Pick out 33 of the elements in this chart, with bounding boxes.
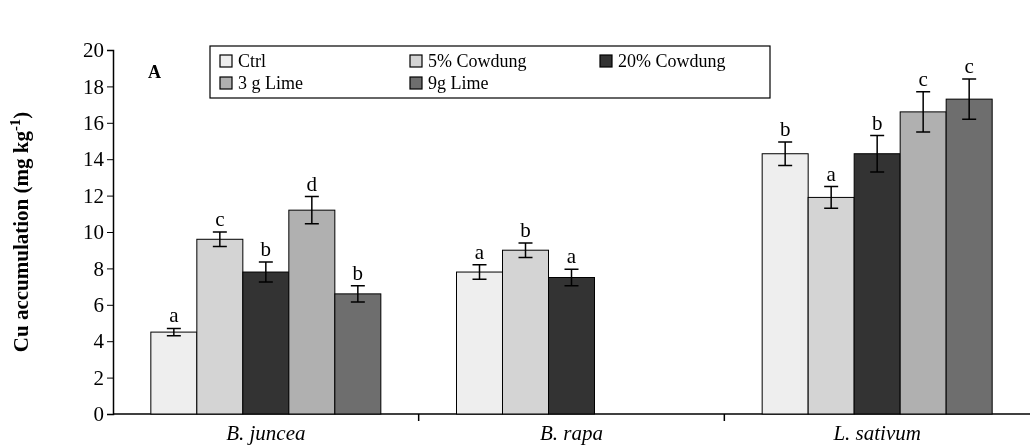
data-label: c — [918, 66, 928, 91]
data-label: a — [566, 244, 577, 269]
data-label: b — [520, 217, 531, 242]
legend-label: 9g Lime — [428, 73, 489, 93]
annotation: A — [148, 62, 161, 82]
legend-label: 3 g Lime — [238, 73, 303, 93]
y-tick-label: 16 — [83, 111, 104, 136]
x-tick-label: B. rapa — [540, 421, 603, 445]
y-tick-label: 4 — [93, 329, 105, 354]
y-tick-label: 0 — [93, 402, 104, 427]
y-tick-label: 2 — [93, 365, 104, 390]
data-label: b — [352, 260, 364, 285]
data-label: b — [260, 237, 272, 262]
data-label: b — [779, 116, 791, 141]
y-tick-label: 18 — [83, 74, 104, 99]
data-label: c — [215, 207, 225, 231]
y-tick-label: 8 — [93, 256, 104, 281]
x-tick-label: L. sativum — [832, 421, 921, 445]
data-label: b — [871, 110, 883, 135]
y-tick-label: 12 — [83, 183, 104, 208]
y-tick-label: 20 — [83, 38, 104, 63]
legend-label: 5% Cowdung — [428, 51, 527, 71]
legend-label: Ctrl — [238, 51, 267, 71]
data-label: a — [474, 239, 485, 264]
data-label: d — [306, 171, 318, 196]
legend-label: 20% Cowdung — [618, 51, 726, 71]
y-tick-label: 6 — [93, 293, 104, 318]
y-tick-label: 10 — [83, 220, 104, 245]
data-label: a — [169, 303, 180, 328]
x-tick-label: B. juncea — [226, 421, 306, 445]
data-label: c — [964, 54, 974, 79]
data-label: a — [826, 161, 837, 186]
y-tick-label: 14 — [83, 147, 105, 172]
